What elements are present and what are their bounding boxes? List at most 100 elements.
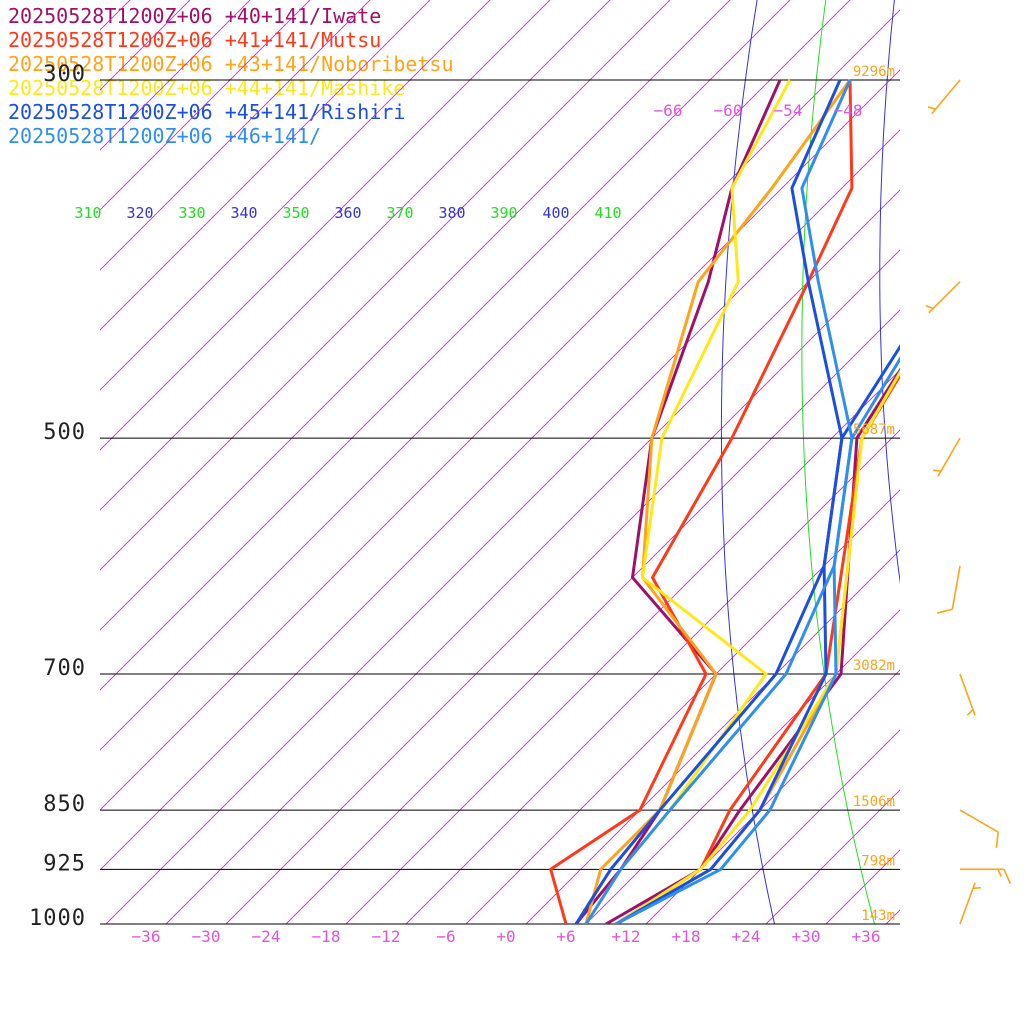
temperature-tick-label: +18 xyxy=(672,927,701,946)
isotherm-line xyxy=(100,0,251,151)
temperature-tick-label: −18 xyxy=(312,927,341,946)
wind-barb-feather xyxy=(966,709,974,716)
pressure-label: 925 xyxy=(43,851,86,876)
isotherm-line xyxy=(100,0,611,511)
pressure-label: 1000 xyxy=(29,906,86,931)
temperature-tick-label: +0 xyxy=(496,927,515,946)
temperature-tick-label: −30 xyxy=(192,927,221,946)
theta-label: 410 xyxy=(594,204,621,222)
axis-labels: 100150200250300500700850925100016378m137… xyxy=(29,62,895,946)
isotherm-line xyxy=(100,0,851,751)
pressure-label: 300 xyxy=(43,62,86,87)
temperature-tick-label: −24 xyxy=(252,927,281,946)
legend-entry-46n: 20250528T1200Z+06 +46+141/ xyxy=(8,124,322,148)
temperature-tick-label: +6 xyxy=(556,927,575,946)
temperature-tick-label: −6 xyxy=(436,927,455,946)
isotherm-line xyxy=(285,309,900,924)
wind-barb xyxy=(959,673,976,716)
wind-barb-feather xyxy=(936,608,953,614)
dry-adiabat-line xyxy=(720,0,776,924)
isotherm-line xyxy=(225,249,900,924)
wind-barb-feather xyxy=(997,869,1002,877)
height-label: 798m xyxy=(861,853,895,869)
isotherm-line xyxy=(100,0,731,631)
wind-barb xyxy=(959,809,999,833)
wind-barb-feather xyxy=(925,304,934,310)
dewpoint-profile-1 xyxy=(549,79,854,924)
pressure-label: 700 xyxy=(43,656,86,681)
dewpoint-profile-2 xyxy=(584,79,852,924)
isotherm-line xyxy=(100,0,191,91)
wind-barb-feather xyxy=(1003,869,1012,885)
legend-entry-iwate: 20250528T1200Z+06 +40+141/Iwate xyxy=(8,4,382,28)
height-label: 3082m xyxy=(853,658,895,674)
temperature-profile-1 xyxy=(615,372,900,924)
theta-label: 340 xyxy=(230,204,257,222)
theta-label: 370 xyxy=(386,204,413,222)
height-label: 5687m xyxy=(853,422,895,438)
isobar-lines xyxy=(100,79,900,925)
wind-barb xyxy=(937,437,961,477)
dewpoint-profile-5 xyxy=(584,79,854,924)
pressure-label: 500 xyxy=(43,420,86,445)
isotherm-line xyxy=(100,0,311,211)
isotherm-line xyxy=(465,489,900,924)
isotherm-line xyxy=(100,0,491,391)
wind-barb xyxy=(931,79,961,115)
temperature-tick-label: −12 xyxy=(372,927,401,946)
wind-barb-feather xyxy=(927,106,936,110)
temperature-tick-label: +30 xyxy=(792,927,821,946)
isotherm-line xyxy=(100,9,900,811)
isotherm-line xyxy=(100,0,371,271)
legend: 20250528T1200Z+06 +40+141/Iwate 20250528… xyxy=(8,4,454,148)
isotherm-label: −54 xyxy=(774,101,803,120)
isotherm-line xyxy=(525,549,900,924)
theta-label: 350 xyxy=(282,204,309,222)
isotherm-line xyxy=(165,189,900,924)
dewpoint-profile-0 xyxy=(574,79,782,924)
theta-label: 390 xyxy=(490,204,517,222)
height-label: 143m xyxy=(861,908,895,924)
isotherm-line xyxy=(405,429,900,924)
dry-adiabat-line xyxy=(879,0,900,585)
temperature-profile-3 xyxy=(615,369,900,924)
temperature-profile-4 xyxy=(615,344,900,924)
wind-barb-feather xyxy=(972,886,981,890)
isotherm-label: −66 xyxy=(654,101,683,120)
height-label: 9296m xyxy=(853,64,895,80)
dry-adiabat-line xyxy=(955,0,1024,958)
theta-label: 330 xyxy=(178,204,205,222)
wind-barbs xyxy=(925,79,1012,925)
wind-barb-feather xyxy=(995,831,999,848)
isotherm-line xyxy=(1006,0,1024,924)
wind-barb xyxy=(951,565,961,610)
wind-barb-feather xyxy=(933,469,942,472)
isotherm-line xyxy=(100,0,671,571)
isotherm-line xyxy=(885,909,900,924)
legend-entry-mutsu: 20250528T1200Z+06 +41+141/Mutsu xyxy=(8,28,382,52)
temperature-profile-5 xyxy=(615,356,900,924)
isotherm-line xyxy=(345,369,900,924)
temperature-profile-2 xyxy=(615,369,900,924)
isotherm-line xyxy=(100,0,551,451)
height-label: 1506m xyxy=(853,794,895,810)
temperature-profile-0 xyxy=(605,367,900,924)
theta-label: 380 xyxy=(438,204,465,222)
theta-label: 310 xyxy=(74,204,101,222)
legend-entry-rishiri: 20250528T1200Z+06 +45+141/Rishiri xyxy=(8,100,406,124)
sounding-profiles xyxy=(549,79,900,924)
theta-label: 320 xyxy=(126,204,153,222)
isotherm-line xyxy=(946,0,1024,924)
temperature-tick-label: +12 xyxy=(612,927,641,946)
dewpoint-profile-4 xyxy=(574,79,844,924)
isotherm-line xyxy=(100,69,900,871)
isotherm-line xyxy=(100,0,791,691)
isotherm-line xyxy=(100,0,431,331)
temperature-tick-label: +36 xyxy=(852,927,881,946)
isotherm-line xyxy=(105,129,900,924)
temperature-tick-label: +24 xyxy=(732,927,761,946)
wind-barb xyxy=(959,882,976,925)
isotherm-line xyxy=(100,0,131,31)
temperature-tick-label: −36 xyxy=(132,927,161,946)
